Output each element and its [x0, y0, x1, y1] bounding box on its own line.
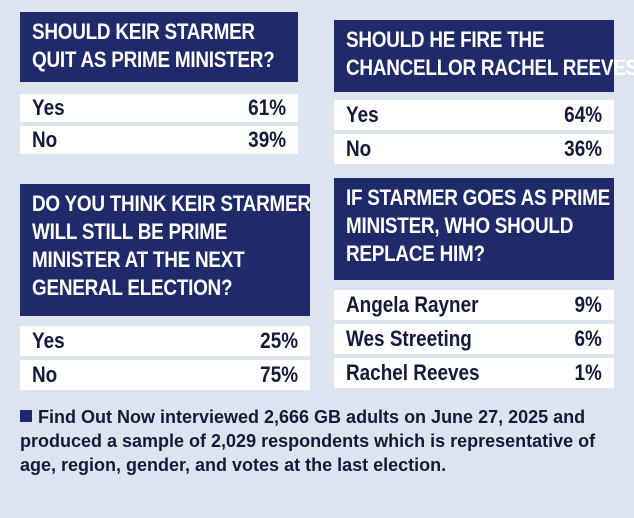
methodology-note: Find Out Now interviewed 2,666 GB adults… [20, 405, 620, 477]
q2-option-value: 36% [564, 136, 602, 161]
q4-row-rayner: Angela Rayner 9% [334, 290, 614, 320]
q1-option-value: 61% [248, 95, 286, 120]
q2-row-no: No 36% [334, 134, 614, 164]
q1-header: SHOULD KEIR STARMER QUIT AS PRIME MINIST… [20, 12, 298, 82]
q4-option-label: Rachel Reeves [346, 360, 480, 385]
q4-option-value: 1% [574, 360, 602, 385]
q3-row-no: No 75% [20, 360, 310, 390]
q1-option-label: Yes [32, 95, 65, 120]
q4-option-value: 9% [574, 292, 602, 317]
q4-header: IF STARMER GOES AS PRIME MINISTER, WHO S… [334, 178, 614, 280]
poll-q2: SHOULD HE FIRE THE CHANCELLOR RACHEL REE… [334, 20, 634, 164]
q3-row-yes: Yes 25% [20, 326, 310, 356]
q1-option-value: 39% [248, 127, 286, 152]
poll-q3: DO YOU THINK KEIR STARMER WILL STILL BE … [20, 184, 311, 390]
q4-option-label: Wes Streeting [346, 326, 472, 351]
q2-option-label: No [346, 136, 372, 161]
q3-title-line: DO YOU THINK KEIR STARMER [32, 191, 311, 216]
q2-title-line: CHANCELLOR RACHEL REEVES? [346, 55, 634, 80]
poll-q4: IF STARMER GOES AS PRIME MINISTER, WHO S… [334, 178, 614, 388]
q3-title-line: WILL STILL BE PRIME [32, 219, 228, 244]
q4-title-line: REPLACE HIM? [346, 241, 485, 266]
q4-row-streeting: Wes Streeting 6% [334, 324, 614, 354]
q2-row-yes: Yes 64% [334, 100, 614, 130]
q3-title-line: MINISTER AT THE NEXT [32, 247, 245, 272]
square-bullet-icon [20, 410, 32, 422]
q2-title-line: SHOULD HE FIRE THE [346, 27, 545, 52]
q4-option-value: 6% [574, 326, 602, 351]
q3-option-label: Yes [32, 328, 65, 353]
q4-title-line: IF STARMER GOES AS PRIME [346, 185, 610, 210]
methodology-text: Find Out Now interviewed 2,666 GB adults… [20, 407, 596, 475]
q1-row-no: No 39% [20, 126, 298, 154]
q1-title-line: QUIT AS PRIME MINISTER? [32, 47, 275, 72]
q4-title-line: MINISTER, WHO SHOULD [346, 213, 574, 238]
q3-option-value: 25% [260, 328, 298, 353]
q1-row-yes: Yes 61% [20, 94, 298, 122]
q4-option-label: Angela Rayner [346, 292, 479, 317]
q1-title-line: SHOULD KEIR STARMER [32, 19, 255, 44]
q1-option-label: No [32, 127, 58, 152]
q3-header: DO YOU THINK KEIR STARMER WILL STILL BE … [20, 184, 311, 316]
q2-option-label: Yes [346, 102, 379, 127]
q2-header: SHOULD HE FIRE THE CHANCELLOR RACHEL REE… [334, 20, 634, 92]
q4-row-reeves: Rachel Reeves 1% [334, 358, 614, 388]
q3-title-line: GENERAL ELECTION? [32, 275, 233, 300]
q2-option-value: 64% [564, 102, 602, 127]
q3-option-label: No [32, 362, 58, 387]
q3-option-value: 75% [260, 362, 298, 387]
poll-q1: SHOULD KEIR STARMER QUIT AS PRIME MINIST… [20, 12, 298, 154]
